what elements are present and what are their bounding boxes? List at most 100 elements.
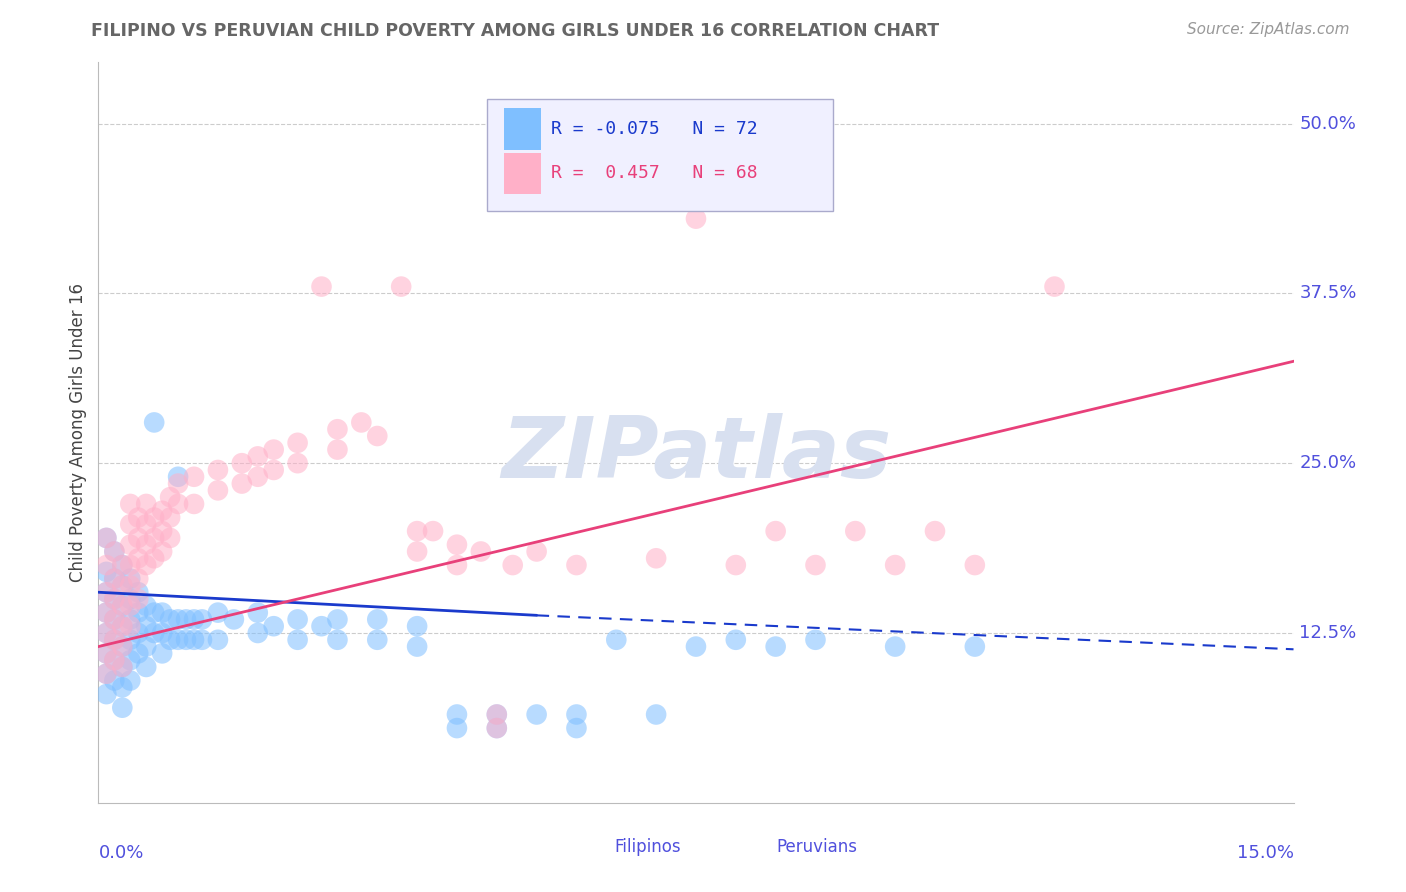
- Point: [150, 504, 173, 518]
- Point: [127, 592, 149, 607]
- Point: [446, 538, 468, 552]
- Point: [1043, 279, 1066, 293]
- Point: [167, 469, 190, 483]
- Point: [135, 558, 157, 572]
- Point: [565, 707, 588, 722]
- Point: [884, 558, 907, 572]
- Point: [207, 483, 229, 498]
- Point: [103, 653, 125, 667]
- Point: [127, 531, 149, 545]
- Point: [103, 592, 125, 607]
- Point: [366, 632, 388, 647]
- Point: [135, 660, 157, 674]
- Point: [485, 721, 508, 735]
- Point: [96, 558, 118, 572]
- Point: [111, 578, 134, 592]
- Point: [120, 653, 142, 667]
- FancyBboxPatch shape: [486, 99, 834, 211]
- Point: [135, 599, 157, 613]
- Point: [96, 585, 118, 599]
- Point: [127, 572, 149, 586]
- Point: [135, 538, 157, 552]
- Point: [135, 640, 157, 654]
- Point: [326, 442, 349, 457]
- Point: [246, 450, 269, 464]
- Point: [645, 707, 668, 722]
- Point: [685, 640, 707, 654]
- Point: [150, 626, 173, 640]
- Point: [183, 469, 205, 483]
- Point: [287, 632, 309, 647]
- Point: [103, 592, 125, 607]
- Point: [96, 626, 118, 640]
- Point: [724, 632, 747, 647]
- Text: Source: ZipAtlas.com: Source: ZipAtlas.com: [1187, 22, 1350, 37]
- Point: [120, 497, 142, 511]
- Point: [311, 619, 333, 633]
- Point: [446, 707, 468, 722]
- Point: [159, 510, 181, 524]
- Point: [143, 626, 166, 640]
- Point: [191, 632, 214, 647]
- Point: [96, 666, 118, 681]
- Point: [150, 646, 173, 660]
- Point: [526, 544, 548, 558]
- Point: [127, 510, 149, 524]
- Point: [183, 632, 205, 647]
- Point: [485, 721, 508, 735]
- Text: 12.5%: 12.5%: [1299, 624, 1357, 642]
- Point: [111, 619, 134, 633]
- Text: 0.0%: 0.0%: [98, 844, 143, 862]
- Point: [174, 612, 197, 626]
- Point: [103, 653, 125, 667]
- Point: [159, 531, 181, 545]
- Point: [167, 476, 190, 491]
- Point: [150, 606, 173, 620]
- Point: [231, 456, 253, 470]
- Point: [103, 673, 125, 688]
- Point: [96, 531, 118, 545]
- Point: [143, 531, 166, 545]
- Point: [565, 721, 588, 735]
- Point: [103, 572, 125, 586]
- Point: [111, 558, 134, 572]
- Point: [103, 544, 125, 558]
- Point: [526, 707, 548, 722]
- Point: [470, 544, 492, 558]
- Point: [174, 632, 197, 647]
- Point: [191, 612, 214, 626]
- Point: [120, 572, 142, 586]
- Text: Filipinos: Filipinos: [614, 838, 682, 856]
- Point: [924, 524, 946, 538]
- Text: FILIPINO VS PERUVIAN CHILD POVERTY AMONG GIRLS UNDER 16 CORRELATION CHART: FILIPINO VS PERUVIAN CHILD POVERTY AMONG…: [91, 22, 939, 40]
- Point: [111, 619, 134, 633]
- Point: [502, 558, 524, 572]
- Text: R = -0.075   N = 72: R = -0.075 N = 72: [551, 120, 758, 138]
- Text: R =  0.457   N = 68: R = 0.457 N = 68: [551, 164, 758, 183]
- Point: [103, 544, 125, 558]
- Point: [485, 707, 508, 722]
- Text: 37.5%: 37.5%: [1299, 285, 1357, 302]
- Point: [103, 612, 125, 626]
- Point: [120, 517, 142, 532]
- Point: [765, 640, 787, 654]
- Point: [143, 510, 166, 524]
- Point: [311, 279, 333, 293]
- Point: [120, 619, 142, 633]
- Point: [127, 626, 149, 640]
- Point: [127, 646, 149, 660]
- Point: [246, 606, 269, 620]
- Point: [96, 646, 118, 660]
- Point: [111, 558, 134, 572]
- Point: [884, 640, 907, 654]
- Point: [207, 463, 229, 477]
- Point: [120, 612, 142, 626]
- Point: [143, 551, 166, 566]
- Point: [135, 517, 157, 532]
- FancyBboxPatch shape: [574, 831, 609, 863]
- Point: [963, 640, 986, 654]
- Point: [263, 442, 285, 457]
- Point: [111, 599, 134, 613]
- Point: [804, 632, 827, 647]
- Point: [724, 558, 747, 572]
